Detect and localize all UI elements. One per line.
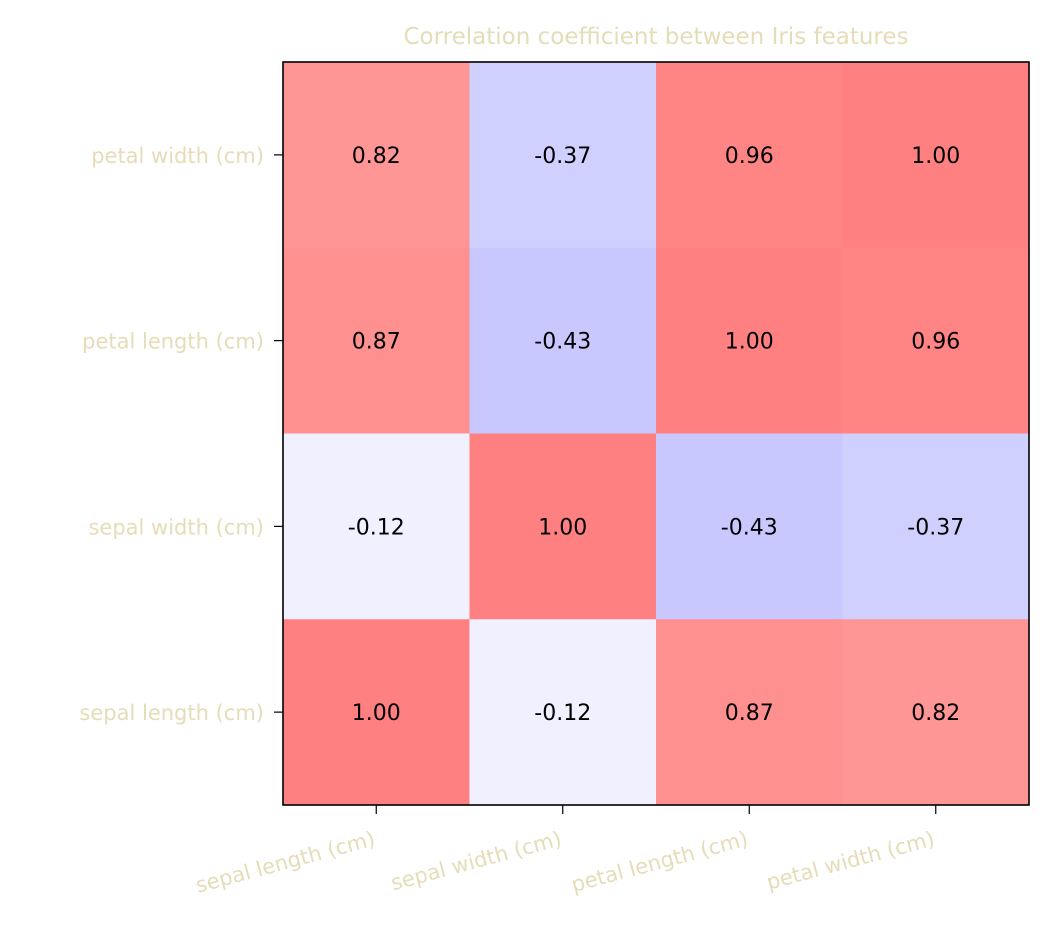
plot-frame xyxy=(282,61,1030,806)
heatmap-cell xyxy=(283,619,470,806)
cell-value-label: -0.12 xyxy=(348,515,405,540)
cell-value-label: -0.37 xyxy=(534,144,591,169)
cell-value-label: -0.43 xyxy=(534,330,591,355)
cell-value-label: 0.87 xyxy=(725,701,774,726)
heatmap-cell xyxy=(656,247,843,434)
cell-value-label: 1.00 xyxy=(911,144,960,169)
heatmap-cell xyxy=(469,433,657,620)
x-tick-label: petal length (cm) xyxy=(569,827,751,897)
y-tick-label: petal width (cm) xyxy=(91,144,264,168)
heatmap-cell xyxy=(283,247,470,434)
y-tick-label: petal length (cm) xyxy=(82,330,264,354)
cell-value-label: -0.12 xyxy=(534,701,591,726)
heatmap-cell xyxy=(283,62,470,249)
heatmap-cell xyxy=(842,433,1030,620)
x-tick-label: sepal length (cm) xyxy=(193,827,378,898)
cell-value-label: -0.43 xyxy=(721,515,778,540)
x-tick-label: sepal width (cm) xyxy=(388,827,564,896)
cell-value-label: -0.37 xyxy=(907,515,964,540)
cell-value-label: 0.96 xyxy=(911,330,960,355)
heatmap-cell xyxy=(469,247,657,434)
heatmap-cell xyxy=(283,433,470,620)
chart-title: Correlation coefficient between Iris fea… xyxy=(403,24,908,50)
cell-value-label: 1.00 xyxy=(725,330,774,355)
cell-value-label: 1.00 xyxy=(538,515,587,540)
x-tick-label: petal width (cm) xyxy=(764,827,937,895)
heatmap-cell xyxy=(469,619,657,806)
heatmap-cell xyxy=(842,619,1030,806)
heatmap-cell xyxy=(842,247,1030,434)
y-tick-label: sepal width (cm) xyxy=(88,515,264,539)
heatmap-cell xyxy=(469,62,657,249)
heatmap-cell xyxy=(842,62,1030,249)
heatmap-cell xyxy=(656,619,843,806)
heatmap-cell xyxy=(656,433,843,620)
cell-value-label: 0.82 xyxy=(352,144,401,169)
cell-value-label: 1.00 xyxy=(352,701,401,726)
cells-layer xyxy=(283,62,1030,806)
cell-value-label: 0.96 xyxy=(725,144,774,169)
annotations-layer: 0.82 -0.37 0.96 1.00 0.87 -0.43 1.00 0.96 -0.12 1… xyxy=(348,144,964,726)
cell-value-label: 0.82 xyxy=(911,701,960,726)
cell-value-label: 0.87 xyxy=(352,330,401,355)
y-tick-label: sepal length (cm) xyxy=(79,701,264,725)
heatmap-cell xyxy=(656,62,843,249)
